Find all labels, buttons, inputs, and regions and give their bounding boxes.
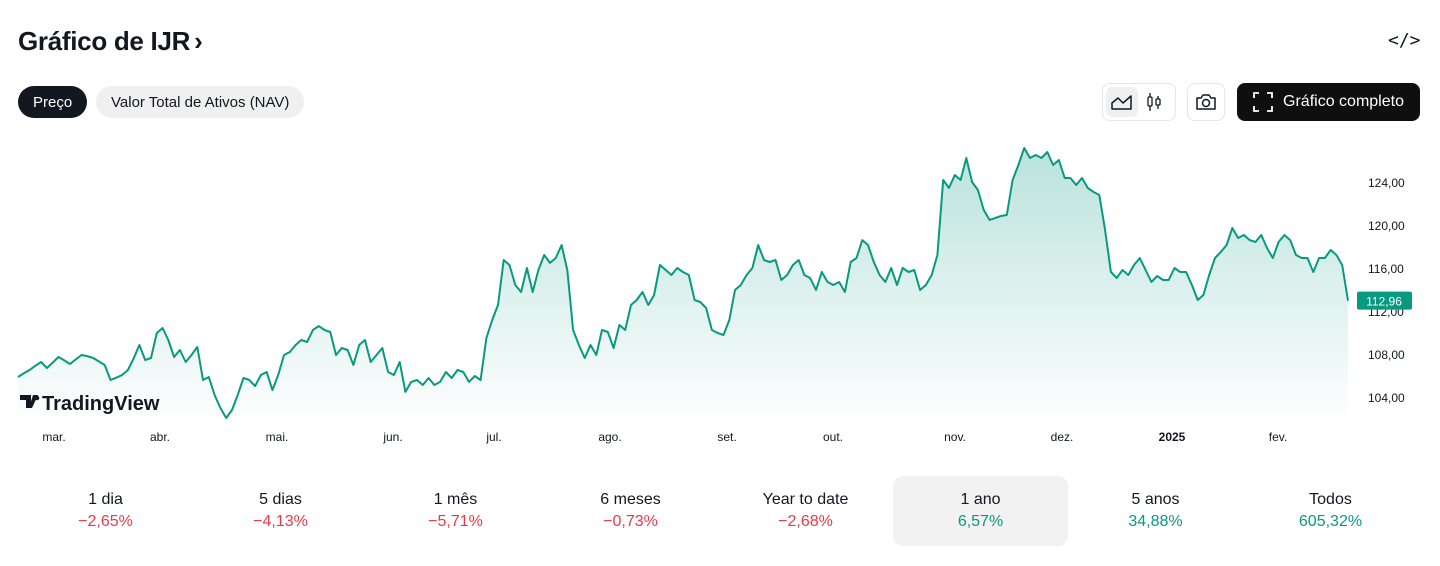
period-1-ano[interactable]: 1 ano 6,57% bbox=[893, 476, 1068, 546]
period-change: 34,88% bbox=[1128, 513, 1183, 530]
period-change: 6,57% bbox=[957, 513, 1004, 530]
last-price-label: 112,96 bbox=[1366, 295, 1402, 309]
area-chart-button[interactable] bbox=[1106, 87, 1138, 117]
price-line bbox=[17, 147, 1349, 419]
period-change: −0,73% bbox=[603, 513, 658, 530]
price-area bbox=[18, 148, 1348, 425]
period-label: 6 meses bbox=[600, 491, 661, 508]
x-tick-label: nov. bbox=[944, 430, 966, 444]
full-chart-label: Gráfico completo bbox=[1283, 93, 1404, 110]
period-1-mês[interactable]: 1 mês −5,71% bbox=[368, 476, 543, 546]
period-change: −2,65% bbox=[78, 513, 133, 530]
y-tick-label: 116,00 bbox=[1368, 262, 1404, 276]
x-tick-label: jun. bbox=[382, 430, 402, 444]
x-tick-label: mai. bbox=[266, 430, 289, 444]
fullscreen-icon bbox=[1253, 92, 1273, 112]
period-label: 1 mês bbox=[433, 491, 478, 508]
period-year-to-date[interactable]: Year to date −2,68% bbox=[718, 476, 893, 546]
watermark-text: TradingView bbox=[42, 393, 160, 415]
period-selector: 1 dia −2,65% 5 dias −4,13% 1 mês −5,71% 6 mese… bbox=[18, 476, 1420, 546]
tab-label: Valor Total de Ativos (NAV) bbox=[111, 93, 290, 111]
period-change: −5,71% bbox=[428, 513, 483, 530]
y-tick-label: 108,00 bbox=[1368, 348, 1405, 362]
period-6-meses[interactable]: 6 meses −0,73% bbox=[543, 476, 718, 546]
period-5-dias[interactable]: 5 dias −4,13% bbox=[193, 476, 368, 546]
period-label: 1 dia bbox=[88, 491, 123, 508]
x-tick-label: dez. bbox=[1051, 430, 1074, 444]
period-change: −2,68% bbox=[778, 513, 833, 530]
y-tick-label: 124,00 bbox=[1368, 176, 1405, 190]
x-tick-label: out. bbox=[823, 430, 843, 444]
period-label: 1 ano bbox=[960, 491, 1001, 508]
camera-icon bbox=[1196, 94, 1216, 110]
period-label: 5 dias bbox=[259, 491, 302, 508]
x-tick-label: fev. bbox=[1269, 430, 1287, 444]
tab-label: Preço bbox=[33, 93, 73, 111]
period-todos[interactable]: Todos 605,32% bbox=[1243, 476, 1418, 546]
tab-nav[interactable]: Valor Total de Ativos (NAV) bbox=[96, 86, 305, 118]
period-label: Todos bbox=[1309, 491, 1352, 508]
period-change: 605,32% bbox=[1298, 513, 1363, 530]
tab-price[interactable]: Preço bbox=[18, 86, 88, 118]
area-chart-icon bbox=[1111, 95, 1132, 110]
tradingview-logo: TradingView bbox=[20, 393, 160, 415]
period-label: 5 anos bbox=[1131, 491, 1180, 508]
snapshot-button[interactable] bbox=[1187, 83, 1225, 121]
candles-icon bbox=[1147, 93, 1161, 111]
x-tick-label: mar. bbox=[42, 430, 65, 444]
y-tick-label: 120,00 bbox=[1368, 219, 1405, 233]
chart-type-toggle bbox=[1102, 83, 1176, 121]
code-icon[interactable]: </> bbox=[1388, 30, 1421, 51]
x-tick-label: 2025 bbox=[1159, 430, 1186, 444]
full-chart-button[interactable]: Gráfico completo bbox=[1237, 83, 1420, 121]
title-text: Gráfico de IJR bbox=[18, 26, 191, 56]
candles-button[interactable] bbox=[1138, 87, 1170, 117]
period-change: −4,13% bbox=[253, 513, 308, 530]
last-price-badge bbox=[1357, 291, 1412, 310]
x-tick-label: jul. bbox=[485, 430, 501, 444]
y-tick-label: 104,00 bbox=[1368, 391, 1405, 405]
price-chart[interactable]: 104,00108,00112,00116,00120,00124,00mar.… bbox=[0, 130, 1440, 450]
chevron-right-icon: › bbox=[194, 26, 203, 56]
period-label: Year to date bbox=[762, 491, 849, 508]
x-tick-label: set. bbox=[717, 430, 736, 444]
x-tick-label: ago. bbox=[598, 430, 621, 444]
page-title[interactable]: Gráfico de IJR › bbox=[18, 26, 203, 57]
x-tick-label: abr. bbox=[150, 430, 170, 444]
period-1-dia[interactable]: 1 dia −2,65% bbox=[18, 476, 193, 546]
period-5-anos[interactable]: 5 anos 34,88% bbox=[1068, 476, 1243, 546]
